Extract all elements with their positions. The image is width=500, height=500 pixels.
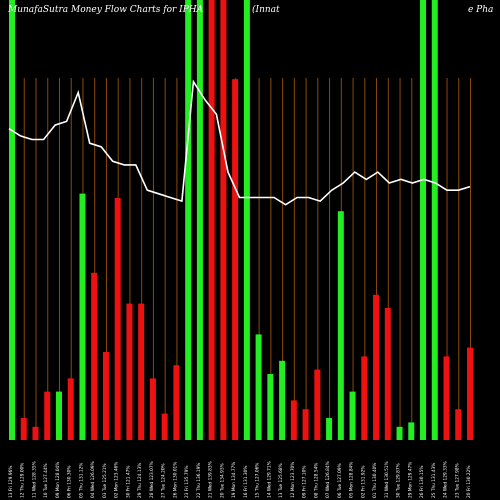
outflow-bar bbox=[361, 356, 368, 440]
x-tick-label: 25 Thu 131.43% bbox=[431, 463, 437, 498]
x-tick-label: 05 Thu 131.12% bbox=[78, 463, 84, 498]
outflow-bar bbox=[455, 409, 462, 440]
outflow-bar bbox=[232, 79, 239, 440]
x-tick-label: 23 Tue 127.98% bbox=[454, 463, 460, 498]
x-tick-label: 11 Wed 128.35% bbox=[31, 461, 37, 498]
x-tick-label: 20 Tue 134.93% bbox=[219, 463, 225, 498]
outflow-bar bbox=[114, 198, 121, 440]
inflow-bar bbox=[243, 0, 250, 440]
outflow-bar bbox=[91, 272, 98, 440]
x-tick-label: 23 Fri 135.79% bbox=[184, 466, 190, 498]
outflow-bar bbox=[32, 426, 39, 440]
inflow-bar bbox=[255, 334, 262, 440]
x-tick-label: 07 Wed 126.84% bbox=[325, 461, 331, 498]
x-tick-label: 08 Thu 128.54% bbox=[313, 463, 319, 498]
x-tick-label: 04 Wed 126.09% bbox=[90, 461, 96, 498]
inflow-bar bbox=[279, 360, 286, 440]
inflow-bar bbox=[267, 374, 274, 440]
x-tick-label: 02 Mon 123.46% bbox=[114, 462, 120, 498]
x-tick-label: 13 Tue 125.68% bbox=[278, 463, 284, 498]
x-tick-label: 21 Wed 139.83% bbox=[208, 461, 214, 498]
x-tick-label: 16 Fri 131.30% bbox=[243, 466, 249, 498]
chart-title-company-end: e Pha bbox=[468, 5, 493, 15]
inflow-bar bbox=[431, 0, 438, 440]
outflow-bar bbox=[290, 400, 297, 440]
x-tick-label: 15 Thu 127.06% bbox=[255, 463, 261, 498]
inflow-bar bbox=[9, 0, 15, 440]
outflow-bar bbox=[443, 356, 450, 440]
inflow-bar bbox=[55, 391, 62, 440]
outflow-bar bbox=[208, 0, 215, 440]
x-tick-label: 30 Tue 129.87% bbox=[396, 463, 402, 498]
inflow-bar bbox=[326, 418, 333, 440]
x-tick-label: 30 Fri 121.47% bbox=[125, 466, 131, 498]
outflow-bar bbox=[67, 378, 74, 440]
x-tick-label: 09 Fri 127.10% bbox=[302, 466, 308, 498]
x-tick-label: 29 Mon 129.47% bbox=[407, 462, 413, 498]
x-tick-label: 24 Wed 129.33% bbox=[443, 461, 449, 498]
x-tick-label: 22 Thu 136.19% bbox=[196, 463, 202, 498]
inflow-bar bbox=[420, 0, 427, 440]
x-tick-label: 05 Mon 128.84% bbox=[349, 462, 355, 498]
x-tick-label: 02 Fri 131.92% bbox=[360, 466, 366, 498]
inflow-bar bbox=[79, 193, 86, 440]
outflow-bar bbox=[373, 294, 380, 440]
x-tick-label: 14 Wed 129.71% bbox=[266, 461, 272, 498]
x-tick-label: 26 Mon 130.01% bbox=[172, 462, 178, 498]
outflow-bar bbox=[173, 365, 180, 440]
outflow-bar bbox=[161, 413, 168, 440]
x-tick-labels: 13 Fri 129.96% 12 Thu 129.00% 11 Wed 128.3… bbox=[8, 461, 472, 498]
x-tick-label: 12 Thu 129.00% bbox=[20, 463, 26, 498]
price-line-layer bbox=[8, 79, 471, 206]
price-line bbox=[8, 79, 471, 206]
outflow-bar bbox=[126, 303, 133, 440]
x-tick-label: 10 Tue 127.44% bbox=[43, 463, 49, 498]
x-tick-label: 01 Thu 130.40% bbox=[372, 463, 378, 498]
outflow-bar bbox=[102, 352, 109, 440]
outflow-bar bbox=[44, 391, 51, 440]
inflow-bar bbox=[396, 426, 403, 440]
x-tick-label: 13 Fri 129.96% bbox=[8, 466, 14, 498]
chart-title: MunafaSutra Money Flow Charts for IPHA bbox=[7, 5, 204, 15]
x-tick-label: 26 Fri 130.15% bbox=[419, 466, 425, 498]
x-tick-label: 06 Tue 127.09% bbox=[337, 463, 343, 498]
x-tick-label: 20 Fri 130.22% bbox=[466, 466, 472, 498]
inflow-bar bbox=[349, 391, 356, 440]
outflow-bar bbox=[220, 0, 227, 440]
outflow-bar bbox=[149, 378, 156, 440]
x-tick-label: 31 Wed 130.51% bbox=[384, 461, 390, 498]
x-tick-label: 29 Thu 124.13% bbox=[137, 463, 143, 498]
x-tick-label: 06 Fri 130.30% bbox=[67, 466, 73, 498]
x-tick-label: 27 Tue 124.20% bbox=[161, 463, 167, 498]
outflow-bar bbox=[302, 409, 309, 440]
inflow-bar bbox=[408, 422, 415, 440]
inflow-bar bbox=[337, 211, 344, 440]
inflow-bar bbox=[185, 0, 192, 440]
x-tick-label: 12 Mon 123.70% bbox=[290, 462, 296, 498]
chart-title-company: (Innat bbox=[252, 4, 280, 15]
inflow-bar bbox=[196, 0, 203, 440]
outflow-bar bbox=[384, 308, 391, 440]
outflow-bar bbox=[138, 303, 145, 440]
bar-series bbox=[9, 0, 473, 440]
outflow-bar bbox=[314, 369, 321, 440]
outflow-bar bbox=[20, 418, 27, 440]
x-tick-label: 03 Tue 125.21% bbox=[102, 463, 108, 498]
x-tick-label: 28 Wed 123.07% bbox=[149, 461, 155, 498]
x-tick-label: 09 Mon 128.04% bbox=[55, 462, 61, 498]
outflow-bar bbox=[467, 347, 473, 440]
x-tick-label: 19 Mon 134.77% bbox=[231, 462, 237, 498]
